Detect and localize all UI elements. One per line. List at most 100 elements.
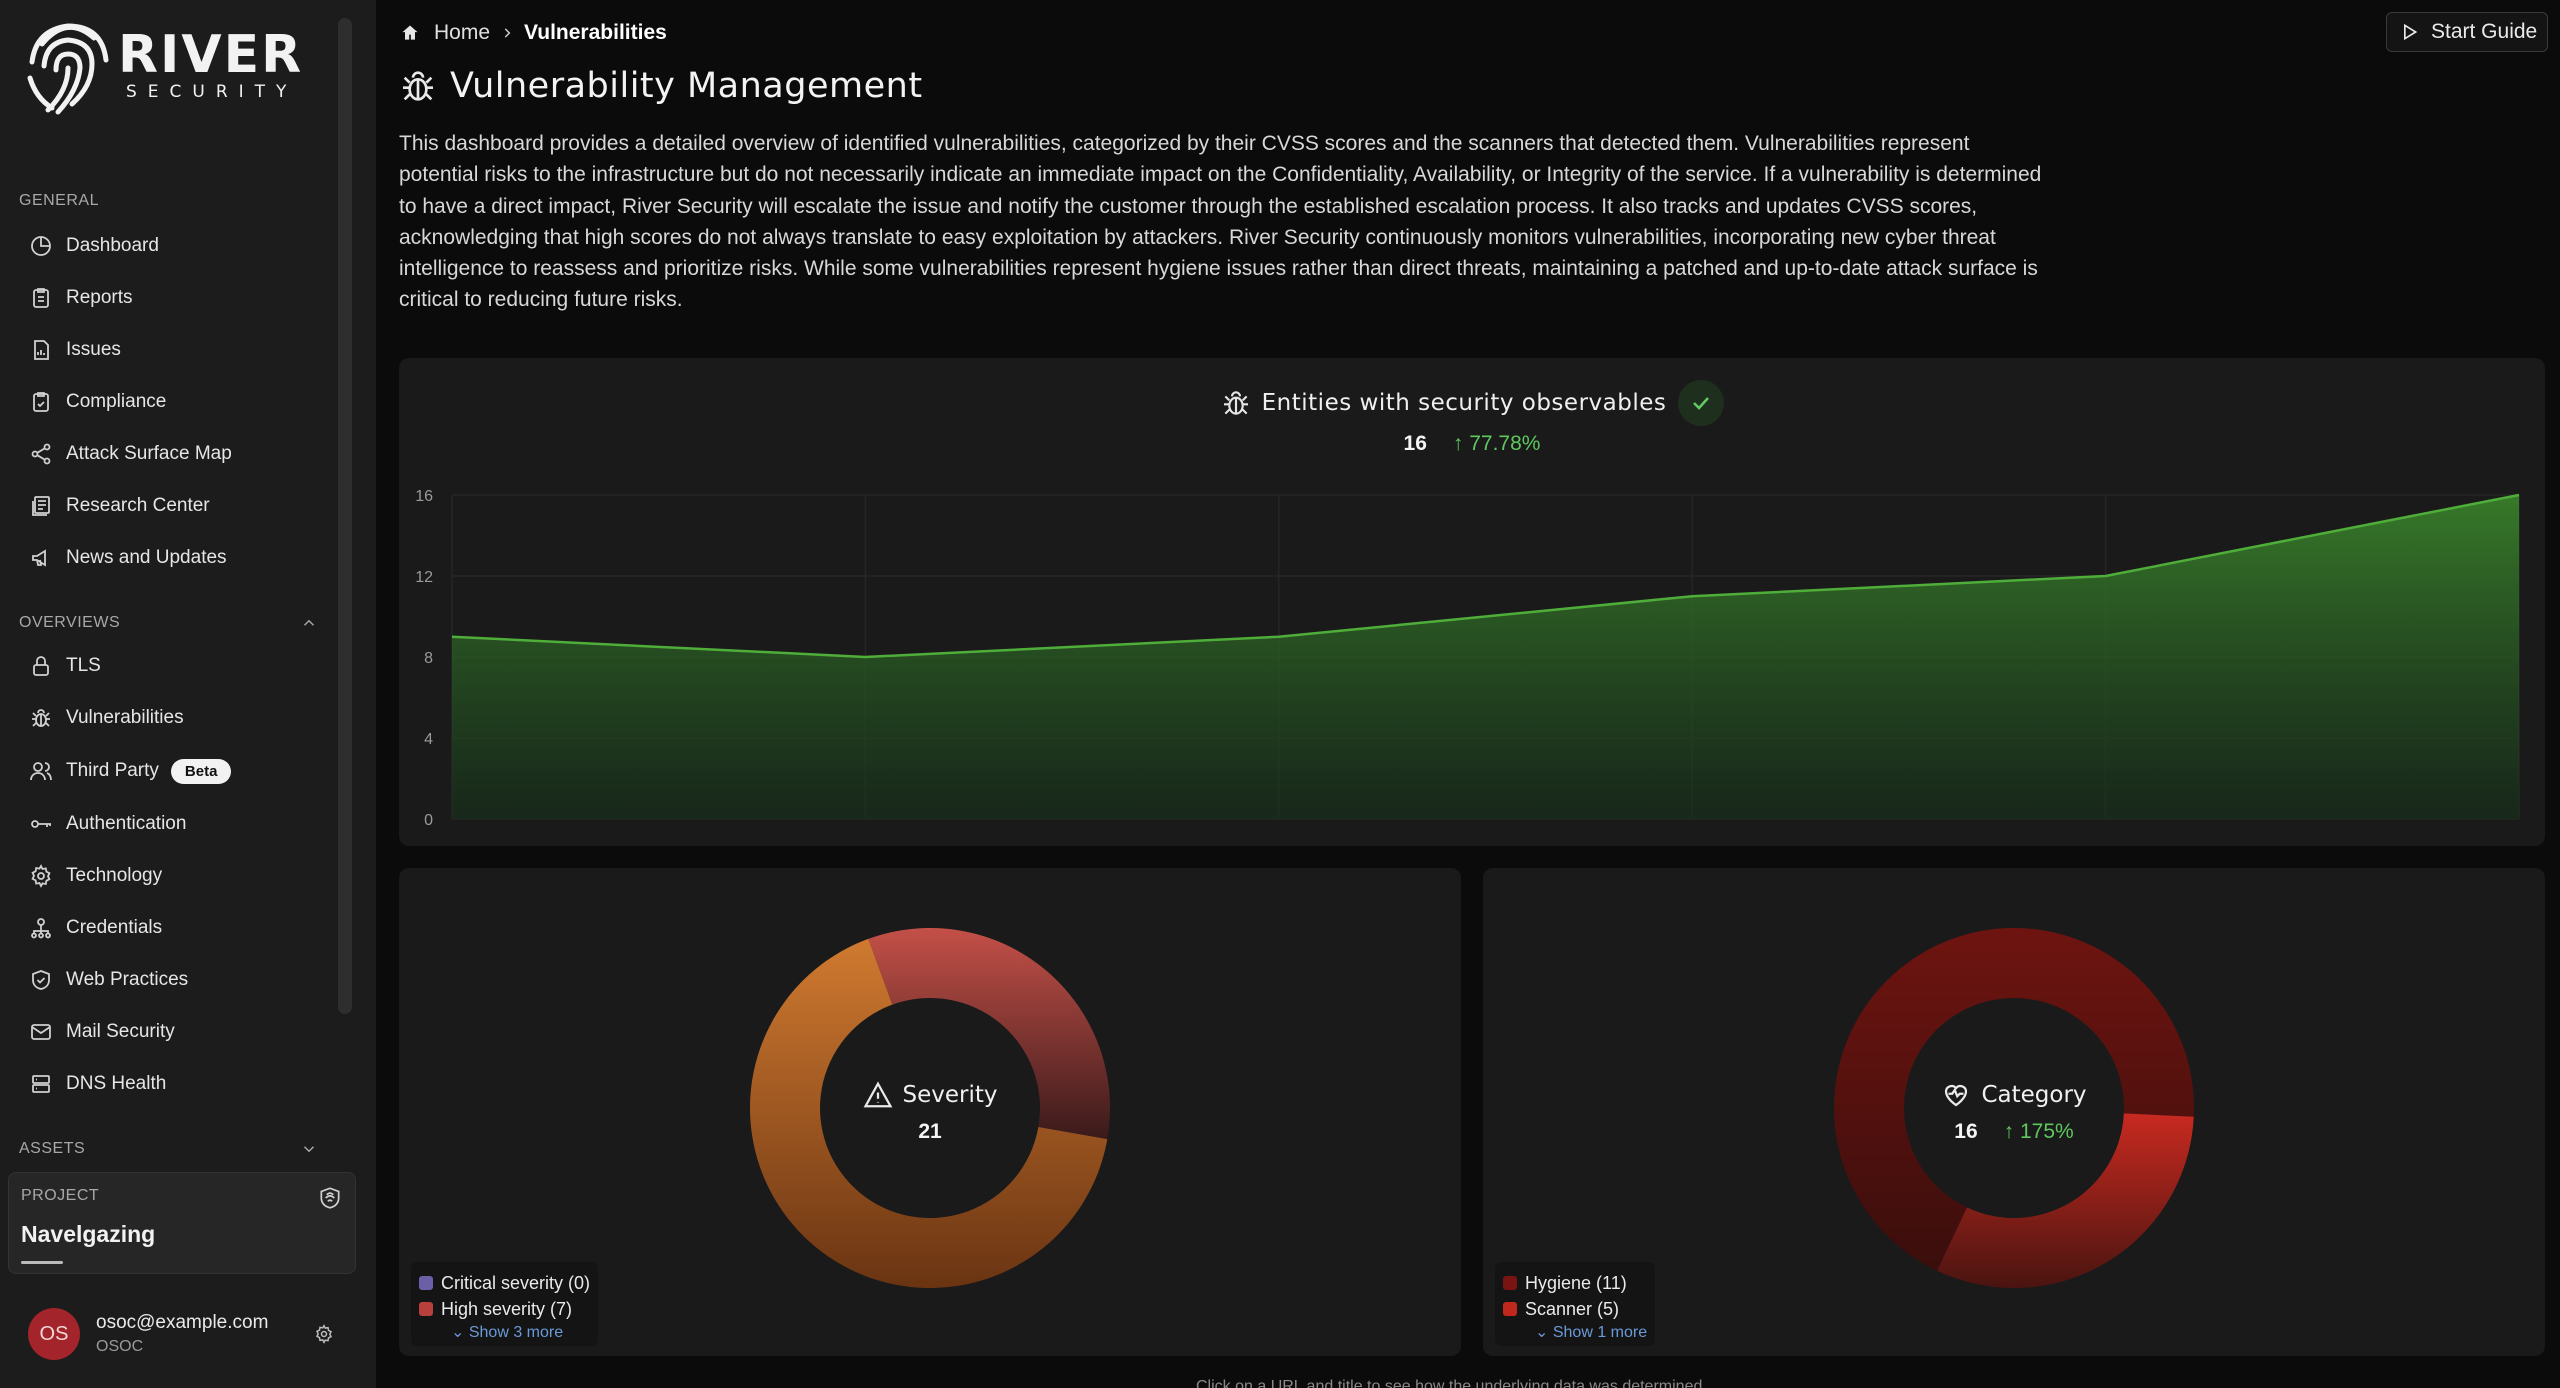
severity-donut-chart	[750, 928, 1110, 1288]
sidebar-item-attack-surface-map[interactable]: Attack Surface Map	[28, 434, 328, 474]
y-tick-label: 0	[424, 812, 433, 829]
donut-slice	[1834, 928, 2194, 1271]
category-center: Category 16 ↑ 175%	[1864, 1080, 2164, 1144]
sidebar-item-label: Technology	[66, 865, 163, 886]
megaphone-icon	[28, 545, 54, 571]
warning-icon	[863, 1081, 892, 1108]
donut-slice	[750, 938, 1108, 1288]
entities-count: 16	[1403, 432, 1427, 455]
severity-count: 21	[918, 1120, 942, 1143]
category-legend: Hygiene (11) Scanner (5) ⌄ Show 1 more	[1495, 1262, 1656, 1346]
server-icon	[28, 1071, 54, 1097]
shield-check-icon	[28, 967, 54, 993]
sidebar-item-label: Web Practices	[66, 969, 189, 990]
sidebar-item-label: Dashboard	[66, 235, 159, 256]
chevron-up-icon[interactable]	[300, 614, 318, 632]
category-delta-value: 175%	[2019, 1120, 2074, 1143]
legend-item[interactable]: High severity (7)	[419, 1296, 590, 1322]
sidebar-item-technology[interactable]: Technology	[28, 856, 328, 896]
river-security-logo[interactable]: RIVER SECURITY	[22, 14, 322, 118]
legend-label: High severity (7)	[441, 1298, 573, 1319]
breadcrumb: Home Vulnerabilities	[400, 18, 667, 48]
legend-swatch	[419, 1302, 433, 1316]
avatar: OS	[28, 1308, 80, 1360]
legend-swatch	[1503, 1302, 1517, 1316]
sidebar-scrollbar[interactable]	[338, 18, 352, 1014]
legend-item[interactable]: Hygiene (11)	[1503, 1270, 1647, 1296]
legend-item[interactable]: Critical severity (0)	[419, 1270, 590, 1296]
sidebar-item-credentials[interactable]: Credentials	[28, 908, 328, 948]
page-title: Vulnerability Management	[398, 66, 923, 106]
category-donut-chart	[1834, 928, 2194, 1288]
org-icon	[28, 915, 54, 941]
sidebar: RIVER SECURITY GENERAL Dashboard Reports…	[0, 0, 376, 1388]
breadcrumb-home[interactable]: Home	[434, 21, 491, 44]
sidebar-item-compliance[interactable]: Compliance	[28, 382, 328, 422]
legend-swatch	[1503, 1276, 1517, 1290]
area-fill	[452, 495, 2519, 819]
y-tick-label: 12	[415, 569, 433, 586]
settings-gear-icon[interactable]	[314, 1324, 334, 1344]
users-icon	[28, 758, 54, 784]
entities-area-chart: 0 4 8 12 16	[415, 488, 2520, 829]
start-guide-button[interactable]: Start Guide	[2386, 12, 2548, 52]
bug-icon	[403, 71, 433, 101]
lock-icon	[28, 653, 54, 679]
sidebar-item-mail-security[interactable]: Mail Security	[28, 1012, 328, 1052]
reports-icon	[28, 285, 54, 311]
sidebar-item-authentication[interactable]: Authentication	[28, 804, 328, 844]
area-line	[451, 493, 2520, 659]
section-title-assets: ASSETS	[19, 1140, 86, 1157]
sidebar-item-dns-health[interactable]: DNS Health	[28, 1064, 328, 1104]
share-icon	[28, 441, 54, 467]
breadcrumb-current: Vulnerabilities	[524, 21, 667, 44]
sidebar-item-tls[interactable]: TLS	[28, 646, 328, 686]
show-more-button[interactable]: ⌄ Show 3 more	[451, 1324, 564, 1341]
beta-badge: Beta	[170, 758, 232, 784]
home-icon[interactable]	[400, 23, 420, 43]
sidebar-item-third-party[interactable]: Third Party Beta	[28, 751, 328, 791]
entities-stats: 16 ↑ 77.78%	[399, 432, 2545, 456]
fingerprint-logo-icon	[27, 23, 109, 115]
footer-note: Click on a URL and title to see how the …	[1196, 1378, 1707, 1388]
show-more-label: Show 1 more	[1552, 1324, 1648, 1341]
chevron-down-icon[interactable]	[300, 1140, 318, 1158]
sidebar-item-label: Reports	[66, 287, 133, 308]
sidebar-item-dashboard[interactable]: Dashboard	[28, 226, 328, 266]
key-icon	[28, 811, 54, 837]
entities-chart-card: 0 4 8 12 16 Entities with security observabl…	[399, 358, 2545, 846]
sidebar-item-news-and-updates[interactable]: News and Updates	[28, 538, 328, 578]
sidebar-item-label: DNS Health	[66, 1073, 167, 1094]
heart-pulse-icon	[1945, 1084, 1968, 1107]
donut-slice	[1937, 1113, 2194, 1288]
show-more-button[interactable]: ⌄ Show 1 more	[1535, 1324, 1648, 1341]
section-title-overviews: OVERVIEWS	[19, 614, 121, 631]
bug-icon	[1223, 391, 1248, 415]
project-label: PROJECT	[21, 1187, 100, 1204]
category-delta: ↑ 175%	[2003, 1120, 2074, 1143]
show-more-label: Show 3 more	[468, 1324, 564, 1341]
user-profile[interactable]: OS osoc@example.com OSOC	[28, 1306, 348, 1362]
project-card[interactable]: PROJECT Navelgazing	[8, 1172, 356, 1274]
sidebar-item-reports[interactable]: Reports	[28, 278, 328, 318]
legend-label: Hygiene (11)	[1525, 1272, 1627, 1293]
sidebar-item-vulnerabilities[interactable]: Vulnerabilities	[28, 698, 328, 738]
sidebar-item-web-practices[interactable]: Web Practices	[28, 960, 328, 1000]
issues-icon	[28, 337, 54, 363]
page-title-text: Vulnerability Management	[450, 66, 923, 106]
user-email: osoc@example.com	[96, 1312, 269, 1333]
legend-label: Critical severity (0)	[441, 1272, 591, 1293]
category-title: Category	[1981, 1082, 2087, 1108]
sidebar-item-research-center[interactable]: Research Center	[28, 486, 328, 526]
project-shield-icon	[320, 1187, 340, 1209]
legend-label: Scanner (5)	[1525, 1298, 1620, 1319]
start-guide-label: Start Guide	[2431, 20, 2538, 43]
y-tick-label: 16	[415, 488, 433, 505]
project-progress-bar	[21, 1261, 63, 1264]
legend-item[interactable]: Scanner (5)	[1503, 1296, 1647, 1322]
sidebar-item-issues[interactable]: Issues	[28, 330, 328, 370]
severity-chart-card: Severity 21 Critical severity (0) High s…	[399, 868, 1461, 1356]
sidebar-item-label: Issues	[66, 339, 121, 360]
compliance-icon	[28, 389, 54, 415]
bug-icon	[28, 705, 54, 731]
